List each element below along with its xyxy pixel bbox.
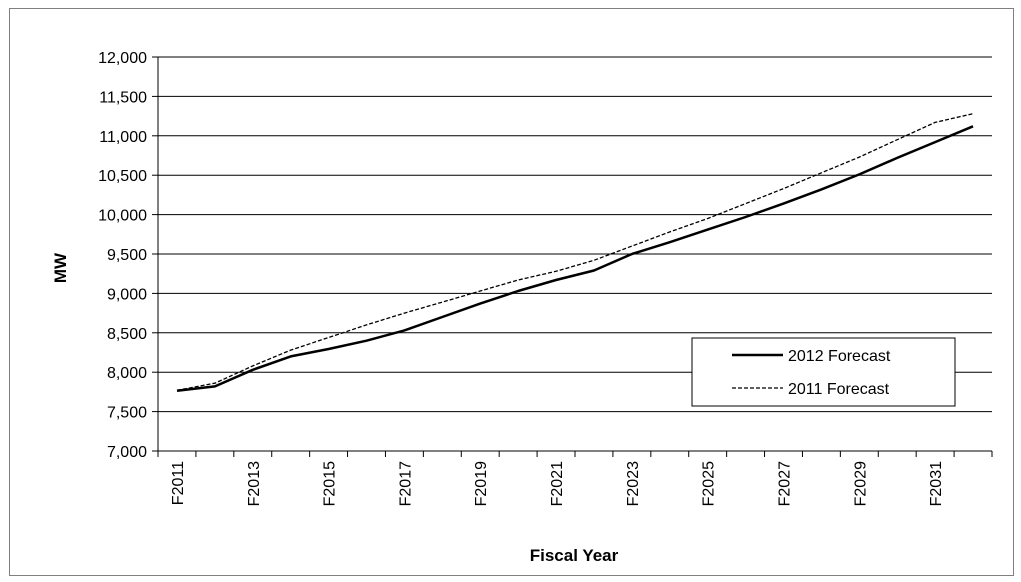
legend-box <box>691 337 956 407</box>
x-tick-label: F2025 <box>701 461 718 506</box>
x-tick-label: F2029 <box>852 461 869 506</box>
x-tick-label: F2027 <box>777 461 794 506</box>
legend-label-2012-forecast: 2012 Forecast <box>788 348 891 365</box>
grid-lines <box>158 56 992 413</box>
y-tick-label: 7,000 <box>107 444 147 461</box>
x-tick-label: F2013 <box>246 461 263 506</box>
y-tick-label: 8,500 <box>107 326 147 343</box>
x-tick-label: F2011 <box>170 461 187 505</box>
y-tick-label: 9,500 <box>107 247 147 264</box>
y-tick-label: 9,000 <box>107 286 147 303</box>
x-tick-label: F2017 <box>397 461 414 506</box>
y-tick-label: 7,500 <box>107 405 147 422</box>
legend-label-2011-forecast: 2011 Forecast <box>788 381 890 398</box>
x-tick-label: F2015 <box>322 461 339 506</box>
series-line-2012-forecast <box>176 125 974 392</box>
x-tick-labels: F2011 F2013 F2015 F2017 F2019 F2021 F2023 F2025… <box>170 461 945 506</box>
y-tick-label: 8,000 <box>107 365 147 382</box>
x-tick-label: F2031 <box>928 461 945 506</box>
y-axis-title: MW <box>51 252 70 283</box>
series-line-2011-forecast <box>176 113 974 391</box>
y-tick-labels: 7,000 7,500 8,000 8,500 9,000 9,500 10,000 10,5… <box>98 50 147 461</box>
x-tick-label: F2021 <box>549 461 566 506</box>
legend: 2012 Forecast 2011 Forecast <box>691 337 956 407</box>
y-tick-label: 11,000 <box>99 129 147 146</box>
x-tick-label: F2019 <box>473 461 490 506</box>
y-tick-label: 10,500 <box>98 168 147 185</box>
series-lines <box>176 113 974 392</box>
x-tick-label: F2023 <box>625 461 642 506</box>
x-axis-title: Fiscal Year <box>530 546 619 565</box>
y-tick-label: 11,500 <box>99 89 147 106</box>
axes <box>152 56 993 457</box>
y-tick-label: 12,000 <box>98 50 147 67</box>
y-tick-label: 10,000 <box>98 208 147 225</box>
